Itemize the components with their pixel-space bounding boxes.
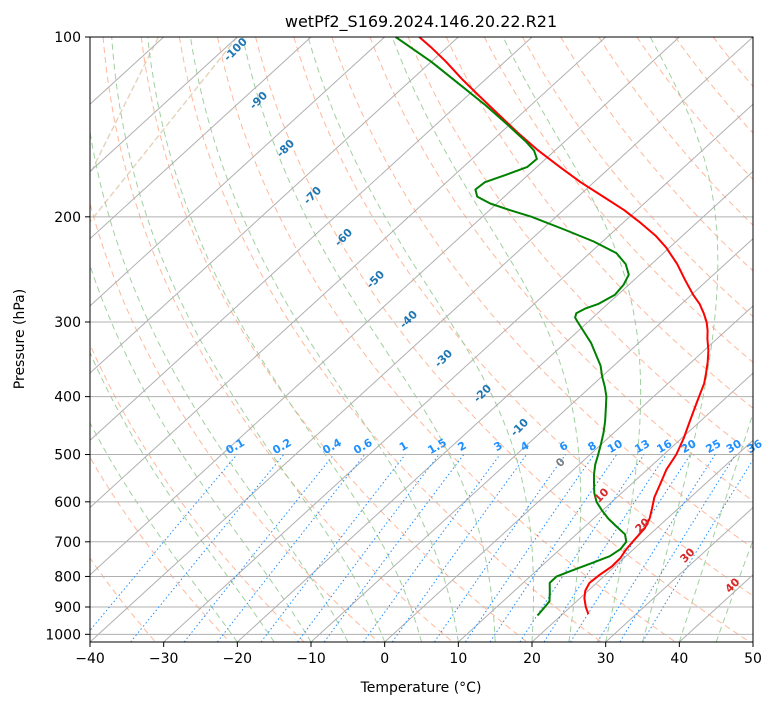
mixing-ratio-line: [90, 454, 238, 632]
moist-adiabat: [502, 37, 642, 642]
dry-adiabats: [90, 37, 753, 642]
mixing-ratio-line: [297, 454, 440, 642]
dewpoint-profile-line: [395, 37, 630, 617]
mixing-ratio-line: [464, 454, 595, 642]
moist-adiabat: [147, 37, 422, 642]
x-tick-label: 0: [380, 651, 389, 667]
x-tick-label: −40: [75, 651, 105, 667]
mixing-ratio-line: [519, 454, 645, 642]
y-tick-label: 100: [54, 30, 81, 46]
y-tick-label: 700: [54, 535, 81, 551]
plot-frame: [89, 36, 754, 643]
isotherm-line: [90, 37, 386, 307]
y-tick-label: 600: [54, 495, 81, 511]
mixing-ratio-line: [543, 454, 667, 642]
moist-adiabat: [190, 37, 459, 642]
mixing-ratio-line: [569, 454, 691, 642]
x-tick-label: 20: [523, 651, 541, 667]
y-tick-label: 200: [54, 210, 81, 226]
mixing-ratio-line: [433, 454, 566, 642]
moist-adiabat: [90, 421, 238, 642]
y-tick-label: 900: [54, 600, 81, 616]
moist-adiabat: [307, 37, 534, 642]
dry-adiabat: [560, 37, 753, 272]
y-tick-label: 300: [54, 315, 81, 331]
isotherm-line: [90, 37, 459, 374]
isotherm-line: [90, 37, 312, 240]
dry-adiabat: [407, 37, 753, 456]
moist-adiabat: [642, 37, 719, 642]
isotherm-line: [90, 37, 238, 173]
mixing-ratio-line: [489, 454, 618, 642]
mixing-ratio-line: [217, 454, 366, 642]
mixing-ratio-line: [323, 454, 465, 642]
y-tick-label: 500: [54, 448, 81, 464]
background-curve: [90, 37, 238, 223]
chart-title: wetPf2_S169.2024.146.20.22.R21: [285, 12, 557, 32]
isotherm-line: [90, 37, 533, 442]
background-curve: [90, 37, 160, 176]
x-tick-label: −20: [223, 651, 253, 667]
moist-adiabat: [90, 128, 349, 642]
x-tick-label: 10: [449, 651, 467, 667]
mixing-ratio-line: [362, 454, 501, 642]
isotherm-line: [236, 170, 753, 642]
dry-adiabat: [90, 201, 379, 642]
dry-adiabat: [217, 37, 676, 642]
moist-adiabat: [90, 351, 275, 642]
dry-adiabat: [598, 37, 753, 226]
moist-adiabat: [678, 411, 753, 642]
isotherm-line: [457, 372, 753, 642]
dry-adiabat: [178, 37, 602, 642]
isotherm-line: [90, 37, 753, 642]
y-axis-ticks: 100 200 300 400 500 600 700 800 900 1000: [45, 30, 90, 643]
mixing-ratio-lines: [90, 454, 753, 642]
isotherm-line: [163, 103, 753, 642]
x-tick-label: −10: [296, 651, 326, 667]
temperature-profile-line: [418, 37, 710, 615]
isotherm-lines: [90, 37, 753, 642]
dry-adiabat: [293, 37, 753, 597]
isotherm-line: [90, 37, 607, 509]
moist-adiabats: [90, 37, 753, 642]
dry-adiabat: [331, 37, 753, 549]
mixing-ratio-line: [391, 454, 528, 642]
profile-series: [395, 37, 710, 617]
y-tick-label: 800: [54, 569, 81, 585]
x-axis-ticks: −40 −30 −20 −10 0 10 20 30 40 50: [75, 642, 762, 667]
y-tick-label: 400: [54, 390, 81, 406]
isotherm-line: [605, 506, 753, 642]
moist-adiabat: [391, 37, 582, 642]
dry-adiabat: [102, 37, 453, 642]
mixing-ratio-line: [260, 454, 406, 642]
y-tick-label: 1000: [45, 627, 81, 643]
isotherm-line: [384, 305, 753, 642]
dry-adiabat: [369, 37, 753, 502]
isotherm-line: [531, 439, 753, 642]
plot-area: [90, 37, 753, 642]
x-tick-label: 30: [597, 651, 615, 667]
dry-adiabat: [255, 37, 751, 642]
dry-adiabat: [140, 37, 528, 642]
x-tick-label: 40: [670, 651, 688, 667]
dry-adiabat: [445, 37, 753, 409]
x-axis-title: Temperature (°C): [360, 680, 482, 696]
isotherm-line: [90, 37, 680, 576]
x-tick-label: −30: [149, 651, 179, 667]
moist-adiabat: [111, 37, 386, 642]
isotherm-line: [310, 237, 753, 642]
moist-adiabat: [242, 37, 496, 642]
x-tick-label: 50: [744, 651, 762, 667]
moist-adiabat: [715, 539, 753, 642]
background-curves: [90, 37, 238, 223]
y-axis-title: Pressure (hPa): [12, 289, 28, 389]
